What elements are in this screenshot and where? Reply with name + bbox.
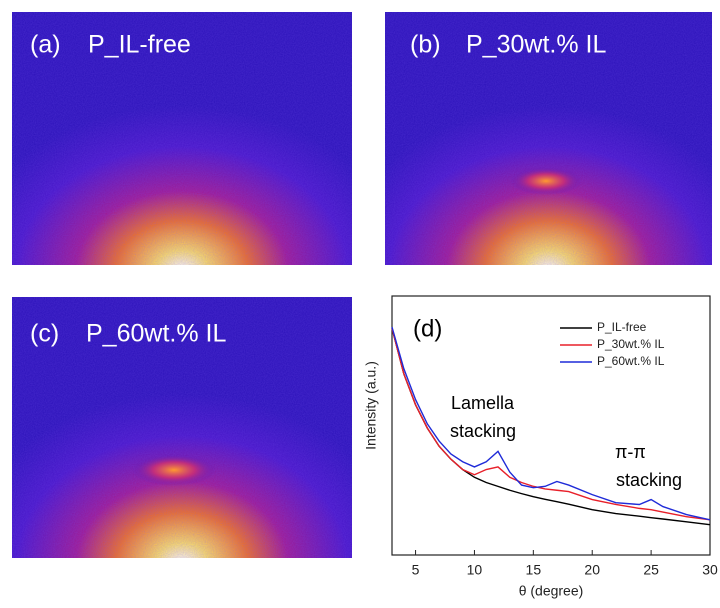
x-tick-label: 10 [467, 562, 483, 578]
line-series [391, 328, 711, 521]
x-tick-label: 15 [526, 562, 542, 578]
panel-c [12, 297, 352, 558]
panel-tag: (b) [410, 31, 441, 59]
x-tick-label: 30 [702, 562, 718, 578]
panel-caption: P_30wt.% IL [466, 31, 606, 59]
line-series [391, 326, 711, 521]
x-tick-label: 5 [412, 562, 420, 578]
plot-frame [391, 295, 711, 556]
panel-tag: (d) [413, 315, 442, 342]
annotation: π-π [615, 442, 646, 462]
panel-tag: (c) [30, 320, 59, 348]
panel-b [385, 12, 712, 265]
legend-label: P_IL-free [597, 320, 647, 334]
panel-a [12, 12, 352, 265]
y-axis-label: Intensity (a.u.) [363, 361, 379, 450]
panel-caption: P_IL-free [88, 31, 191, 59]
x-axis-label: θ (degree) [519, 583, 584, 599]
legend-label: P_60wt.% IL [597, 354, 665, 368]
x-tick-label: 25 [643, 562, 659, 578]
legend-label: P_30wt.% IL [597, 337, 665, 351]
annotation: Lamella [451, 393, 515, 413]
panel-tag: (a) [30, 31, 61, 59]
annotation: stacking [616, 470, 682, 490]
annotation: stacking [450, 421, 516, 441]
panel-caption: P_60wt.% IL [86, 320, 226, 348]
x-tick-label: 20 [584, 562, 600, 578]
